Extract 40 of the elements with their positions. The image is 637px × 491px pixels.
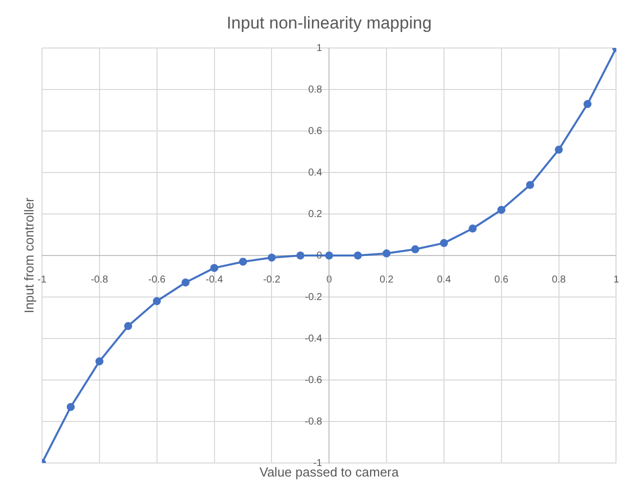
point xyxy=(554,146,563,154)
y-tick-label: -0.8 xyxy=(304,416,323,428)
x-tick-label: -0.8 xyxy=(90,274,108,286)
point xyxy=(354,252,362,260)
point xyxy=(411,245,420,254)
point xyxy=(296,252,304,260)
y-tick-label: -0.4 xyxy=(304,333,323,344)
point xyxy=(66,402,75,411)
x-tick-label: 0.2 xyxy=(380,274,394,286)
x-tick-label: 0.8 xyxy=(552,274,566,286)
point xyxy=(382,249,391,258)
point xyxy=(95,357,104,366)
x-tick-label: -0.6 xyxy=(148,274,166,286)
x-tick-label: -0.4 xyxy=(206,274,224,286)
y-tick-label: 0.8 xyxy=(308,84,323,96)
point xyxy=(268,254,276,262)
x-tick-label: -1 xyxy=(38,274,47,286)
x-tick-label: -0.2 xyxy=(263,274,281,286)
point xyxy=(325,252,334,260)
y-tick-label: 0.4 xyxy=(308,167,323,178)
x-tick-label: 1 xyxy=(613,274,620,286)
point xyxy=(124,322,132,330)
y-tick-label: 0.6 xyxy=(308,126,323,137)
point xyxy=(497,206,506,214)
x-tick-label: 0.6 xyxy=(494,274,509,286)
y-axis-title: Input from controller xyxy=(22,197,37,314)
point xyxy=(468,224,477,233)
y-tick-label: -0.6 xyxy=(304,374,323,386)
point xyxy=(238,258,247,266)
point xyxy=(440,239,448,248)
point xyxy=(152,297,161,306)
chart-title: Input non-linearity mapping xyxy=(226,14,432,33)
point xyxy=(182,278,190,286)
point xyxy=(526,180,534,189)
x-tick-label: 0.4 xyxy=(437,274,452,286)
point xyxy=(210,264,218,272)
y-tick-label: 1 xyxy=(316,42,323,54)
point xyxy=(584,100,592,108)
y-tick-label: -0.2 xyxy=(304,292,323,303)
y-tick-label: 0.2 xyxy=(308,208,323,220)
